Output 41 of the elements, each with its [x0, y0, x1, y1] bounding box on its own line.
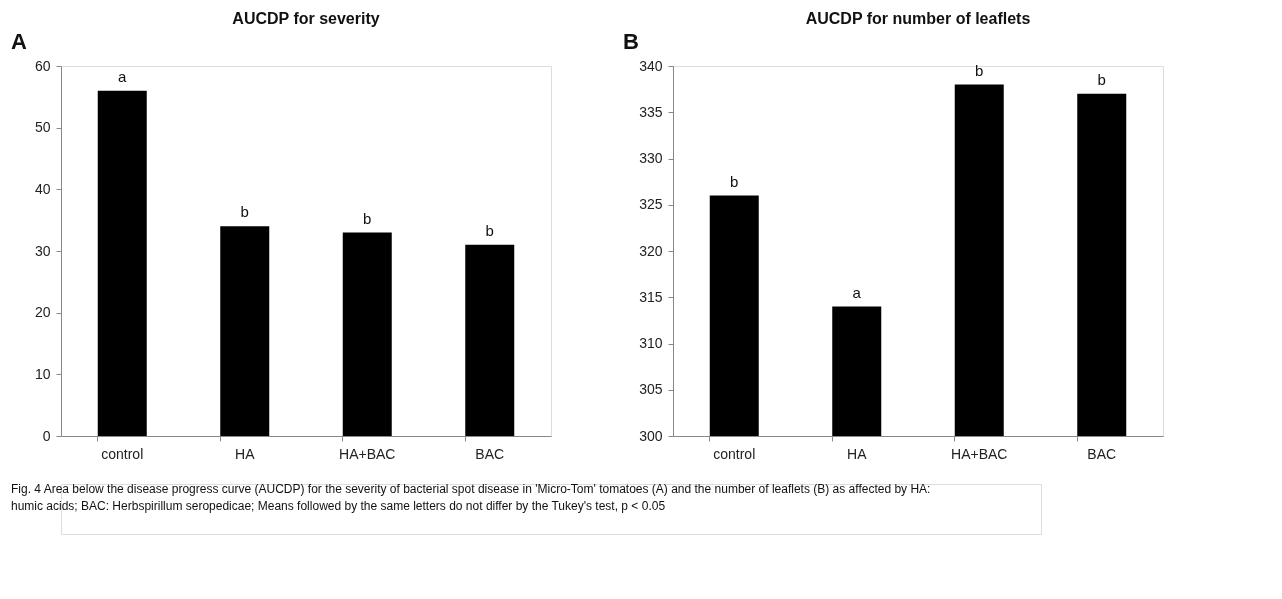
y-tick-label: 325 [639, 196, 663, 213]
y-tick-label: 330 [639, 150, 663, 166]
y-tick-label: 310 [639, 335, 663, 351]
x-tick-label: BAC [475, 445, 505, 462]
bar [342, 232, 392, 436]
annotation: b [1097, 70, 1106, 88]
text: A [11, 29, 27, 54]
annotation: b [363, 209, 372, 227]
y-tick-label: 340 [639, 57, 663, 74]
y-tick-label: 50 [34, 119, 51, 136]
bar [97, 90, 147, 436]
y-tick-label: 300 [639, 427, 663, 444]
annotation: b [485, 221, 494, 239]
y-tick-label: 320 [639, 242, 663, 259]
annotation: a [852, 283, 862, 301]
annotation: a [118, 67, 128, 85]
x-tick-label: BAC [1087, 445, 1117, 462]
annotation: b [730, 172, 739, 190]
y-tick-label: 30 [34, 242, 51, 259]
x-tick-label: control [101, 445, 144, 462]
x-tick-label: HA+BAC [339, 445, 396, 462]
y-tick-label: 40 [34, 180, 51, 197]
bar [465, 244, 515, 436]
y-tick-label: 0 [42, 427, 51, 444]
y-tick-label: 20 [34, 304, 51, 321]
x-tick-label: HA [847, 445, 868, 462]
x-tick-label: HA+BAC [951, 445, 1008, 462]
annotation: b [240, 203, 249, 221]
caption: Fig. 4 Area below the disease progress curve (AUCDP) for the severity of bacterial spot disease in 'Micro-Tom' tomatoes (A) and the number of leaflets (B) as affected by HA: humic acids; BAC: Herbspirillum seropedicae; Means followed by the same letters do not differ by the Tukey's test, p < 0.05 [11, 482, 931, 513]
x-tick-label: HA [235, 445, 256, 462]
chart-title: AUCDP for number of leaflets [805, 10, 1031, 27]
y-tick-label: 315 [639, 288, 663, 305]
y-tick-label: 60 [34, 57, 51, 74]
text: B [623, 29, 639, 54]
y-tick-label: 335 [639, 103, 663, 120]
bar [220, 226, 270, 436]
x-tick-label: control [713, 445, 756, 462]
y-tick-label: 305 [639, 381, 663, 398]
y-tick-label: 10 [34, 365, 51, 382]
annotation: b [975, 61, 984, 79]
chart-title: AUCDP for severity [232, 10, 380, 27]
